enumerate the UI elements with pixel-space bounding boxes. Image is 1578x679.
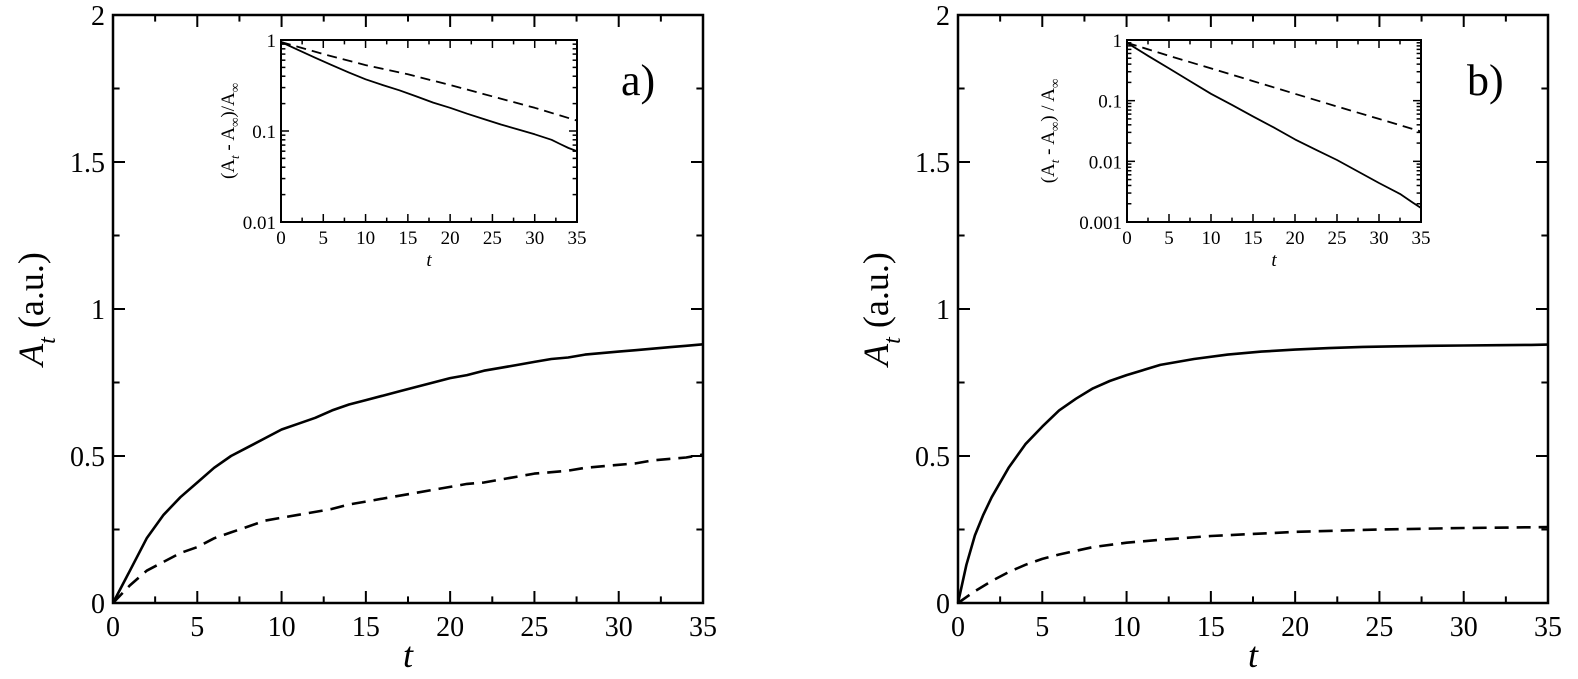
main-xtick-label: 0 — [951, 612, 965, 643]
inset-xtick-label: 35 — [568, 228, 587, 249]
inset-xtick-label: 0 — [1122, 228, 1132, 249]
inset-xtick-label: 5 — [319, 228, 329, 249]
main-ylabel: At (a.u.) — [856, 252, 906, 368]
main-xtick-label: 35 — [1534, 612, 1562, 643]
inset-ylabel-open: (A — [1038, 163, 1059, 183]
main-xtick-label: 15 — [1197, 612, 1225, 643]
main-xtick-label: 35 — [689, 612, 717, 643]
main-ylabel-rest: (a.u.) — [11, 252, 51, 337]
inset-xtick-label: 15 — [398, 228, 417, 249]
inset-ylabel-sub2: ∞ — [227, 118, 242, 127]
inset-ylabel-close: )/A — [218, 92, 239, 118]
main-ytick-label: 0 — [91, 589, 105, 620]
inset-ylabel-sub1: t — [1047, 159, 1062, 163]
inset-ylabel-mid: - A — [1038, 131, 1059, 160]
inset-ytick-label: 0.1 — [1098, 92, 1122, 113]
inset-xtick-label: 10 — [1202, 228, 1221, 249]
inset-xlabel: t — [426, 250, 432, 271]
main-xtick-label: 15 — [352, 612, 380, 643]
main-xlabel: t — [1248, 635, 1259, 675]
inset-series-solid — [1126, 42, 1422, 209]
inset-ylabel: (At - A∞) / A∞ — [1038, 79, 1062, 184]
main-xtick-label: 30 — [1450, 612, 1478, 643]
inset-xlabel: t — [1271, 250, 1277, 271]
inset-xtick-label: 30 — [525, 228, 544, 249]
inset-ylabel-open: (A — [218, 159, 239, 179]
main-xtick-label: 25 — [1365, 612, 1393, 643]
inset-xtick-label: 30 — [1370, 228, 1389, 249]
main-xtick-label: 0 — [106, 612, 120, 643]
inset-ytick-label: 0.01 — [1089, 152, 1122, 173]
main-xtick-label: 20 — [436, 612, 464, 643]
main-ylabel: At (a.u.) — [11, 252, 61, 368]
inset-ytick-label: 0.1 — [252, 122, 276, 143]
inset-ylabel-mid: - A — [218, 127, 239, 156]
main-ylabel-base: A — [11, 343, 51, 368]
panel-label: a) — [621, 56, 655, 105]
inset-ytick-label: 0.001 — [1079, 213, 1122, 234]
main-ytick-label: 1.5 — [70, 148, 105, 179]
main-ylabel-sub: t — [880, 336, 906, 344]
main-xtick-label: 30 — [605, 612, 633, 643]
inset-ytick-label: 1 — [1113, 31, 1123, 52]
inset-ylabel-sub3: ∞ — [227, 83, 242, 92]
inset-frame — [1126, 39, 1422, 223]
inset-xtick-label: 15 — [1244, 228, 1263, 249]
main-ytick-label: 1 — [91, 295, 105, 326]
inset-frame — [280, 39, 578, 223]
inset-ylabel-close: ) / A — [1038, 88, 1059, 122]
main-xtick-label: 20 — [1281, 612, 1309, 643]
main-xtick-label: 5 — [190, 612, 204, 643]
main-ytick-label: 0.5 — [915, 442, 950, 473]
main-xtick-label: 25 — [520, 612, 548, 643]
main-ytick-label: 1.5 — [915, 148, 950, 179]
inset: 0 5 10 15 20 25 30 350.010.11t(At - A∞)/A∞ — [218, 31, 587, 271]
inset-series-dashed — [280, 41, 578, 122]
inset-xtick-label: 25 — [1328, 228, 1347, 249]
main-series-solid — [956, 343, 1549, 604]
inset-ytick-label: 1 — [267, 31, 277, 52]
inset-ylabel-sub3: ∞ — [1047, 79, 1062, 88]
inset-ylabel-sub1: t — [227, 155, 242, 159]
panel-label: b) — [1467, 56, 1504, 105]
main-ylabel-base: A — [856, 343, 896, 368]
inset-series-dashed — [1126, 41, 1422, 133]
inset-xtick-label: 0 — [276, 228, 286, 249]
inset-series-solid — [280, 41, 578, 153]
main-xtick-label: 5 — [1035, 612, 1049, 643]
main-xtick-label: 10 — [1113, 612, 1141, 643]
main-ytick-label: 2 — [91, 1, 105, 32]
inset-xtick-label: 25 — [483, 228, 502, 249]
inset-ylabel-sub2: ∞ — [1047, 122, 1062, 131]
main-series-dashed — [112, 453, 704, 604]
main-ytick-label: 1 — [936, 295, 950, 326]
main-ylabel-sub: t — [35, 336, 61, 344]
inset-xtick-label: 20 — [1286, 228, 1305, 249]
inset-ytick-label: 0.01 — [243, 213, 276, 234]
main-ytick-label: 0 — [936, 589, 950, 620]
main-ytick-label: 2 — [936, 1, 950, 32]
inset-xtick-label: 5 — [1164, 228, 1174, 249]
inset-xtick-label: 10 — [356, 228, 375, 249]
main-frame — [111, 13, 705, 605]
main-xtick-label: 10 — [268, 612, 296, 643]
main-ylabel-rest: (a.u.) — [856, 252, 896, 337]
main-series-solid — [111, 343, 704, 604]
inset-xtick-label: 35 — [1412, 228, 1431, 249]
main-series-dashed — [957, 525, 1549, 605]
inset-xtick-label: 20 — [441, 228, 460, 249]
main-ytick-label: 0.5 — [70, 442, 105, 473]
inset-ylabel: (At - A∞)/A∞ — [218, 83, 242, 179]
main-xlabel: t — [403, 635, 414, 675]
